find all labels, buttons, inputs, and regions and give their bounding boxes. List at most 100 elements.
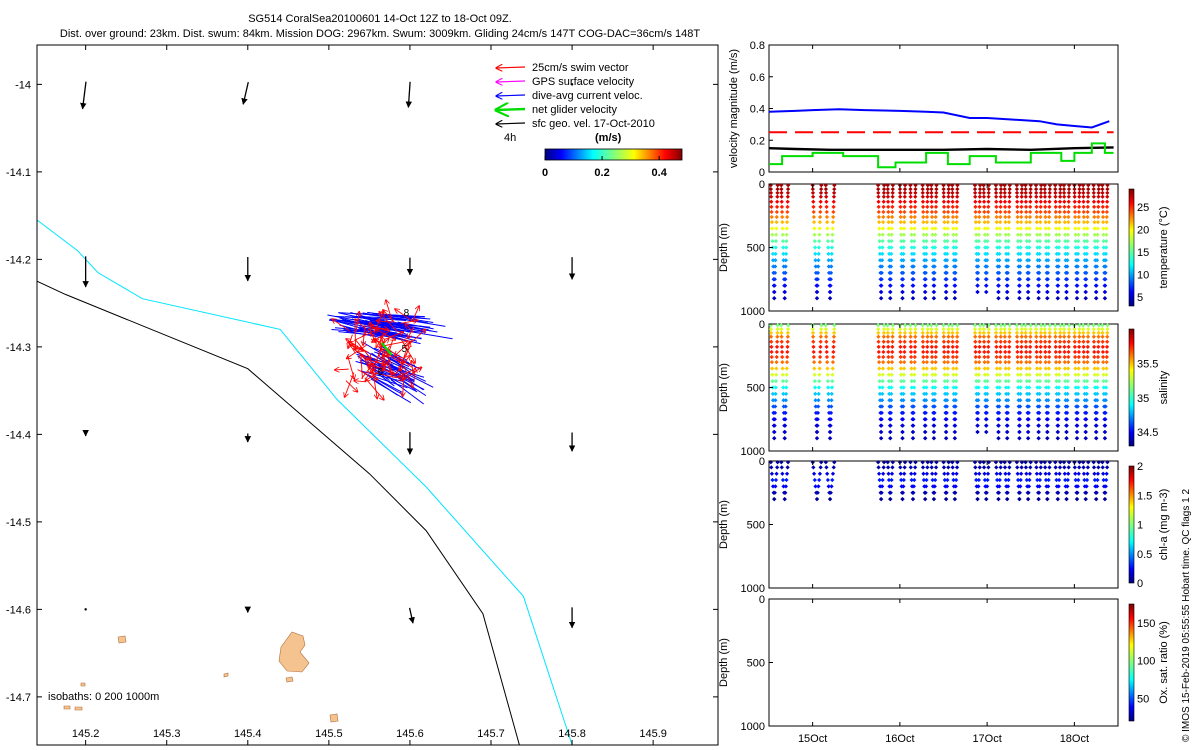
depth-axis-label: Depth (m) [718,223,730,272]
profile-sample [898,204,903,209]
profile-sample [944,277,949,282]
colorbar-gradient [1128,603,1135,722]
profile-sample [815,423,820,428]
profile-sample [946,186,951,192]
profile-sample [1103,258,1108,263]
profile-sample [997,239,1002,244]
profile-sample [925,344,930,349]
profile-sample [886,239,892,244]
profile-sample [881,186,887,192]
profile-sample [942,214,947,220]
profile-sample [929,214,935,220]
profile-sample [1075,404,1080,409]
profile-sample [1016,245,1021,250]
profile-sample [942,239,947,244]
profile-sample [902,194,907,199]
profile-sample [942,471,947,476]
profile-sample [1003,471,1008,476]
profile-sample [1047,330,1052,336]
isobath-1000m-line [37,280,520,745]
profile-sample [924,385,929,390]
profile-sample [1036,496,1041,502]
profile-sample [1057,465,1063,470]
profile-sample [929,199,934,204]
profile-sample [929,349,935,355]
profile-sample [985,379,990,384]
profile-sample [781,251,786,256]
profile-sample [941,339,947,344]
profile-sample [1053,471,1059,476]
profile-sample [951,379,956,384]
profile-sample [932,490,937,495]
profile-sample [1094,484,1100,489]
profile-sample [1007,209,1012,215]
profile-sample [889,219,895,225]
profile-sample [934,330,939,336]
profile-sample [1028,194,1033,199]
profile-sample [901,245,906,250]
profile-sample [1057,359,1062,365]
profile-sample [1035,477,1040,483]
profile-sample [950,186,955,192]
profile-sample [823,190,829,196]
profile-sample [784,232,789,237]
profile-sample [998,219,1003,225]
profile-sample [1094,417,1099,422]
swim-vector [361,354,363,379]
profile-sample [974,372,979,377]
map-y-tick-label: -14.3 [6,342,31,354]
profile-sample [1057,344,1063,349]
profile-sample [1066,344,1071,349]
profile-sample [901,379,906,384]
profile-sample [1091,186,1096,192]
profile-sample [996,490,1002,495]
profile-sample [930,226,935,231]
profile-sample [920,465,926,470]
profile-sample [973,354,978,360]
profile-sample [1105,326,1110,332]
profile-sample [1081,334,1086,339]
profile-sample [912,477,917,483]
profile-sample [1005,429,1010,435]
profile-sample [955,330,960,336]
profile-sample [1042,326,1047,332]
profile-sample [941,190,946,196]
profile-sample [812,366,817,371]
profile-sample [1084,251,1089,256]
profile-sample [880,372,885,377]
profile-sample [879,264,885,269]
profile-sample [930,232,935,237]
profile-sample [920,190,925,196]
profile-sample [1044,245,1049,250]
profile-sample [1100,465,1105,470]
swim-vector [355,339,371,359]
profile-sample [775,186,780,192]
profile-sample [1037,258,1042,263]
profile-sample [1014,194,1020,199]
profile-sample [944,289,949,295]
profile-sample [1094,410,1099,416]
profile-sample [1105,334,1110,339]
profile-sample [975,283,980,288]
profile-sample [783,404,788,409]
profile-sample [1035,372,1040,377]
profile-sample [923,417,928,422]
map-x-tick-label: 145.4 [234,728,262,740]
profile-sample [773,251,778,256]
profile-sample [889,379,894,384]
profile-sample [898,226,904,231]
oxygen-frame [768,598,1119,727]
profile-sample [816,385,822,390]
profile-sample [1034,194,1039,199]
map-colorbar: 0 0.2 0.4 [542,148,683,179]
profile-sample [923,496,928,502]
profile-sample [1056,277,1061,282]
profile-sample [1058,190,1063,196]
profile-sample [886,349,891,355]
profile-sample [899,239,904,244]
profile-sample [976,226,982,231]
profile-sample [1091,323,1096,328]
profile-sample [780,477,786,483]
profile-sample [998,349,1003,355]
profile-sample [913,326,918,332]
